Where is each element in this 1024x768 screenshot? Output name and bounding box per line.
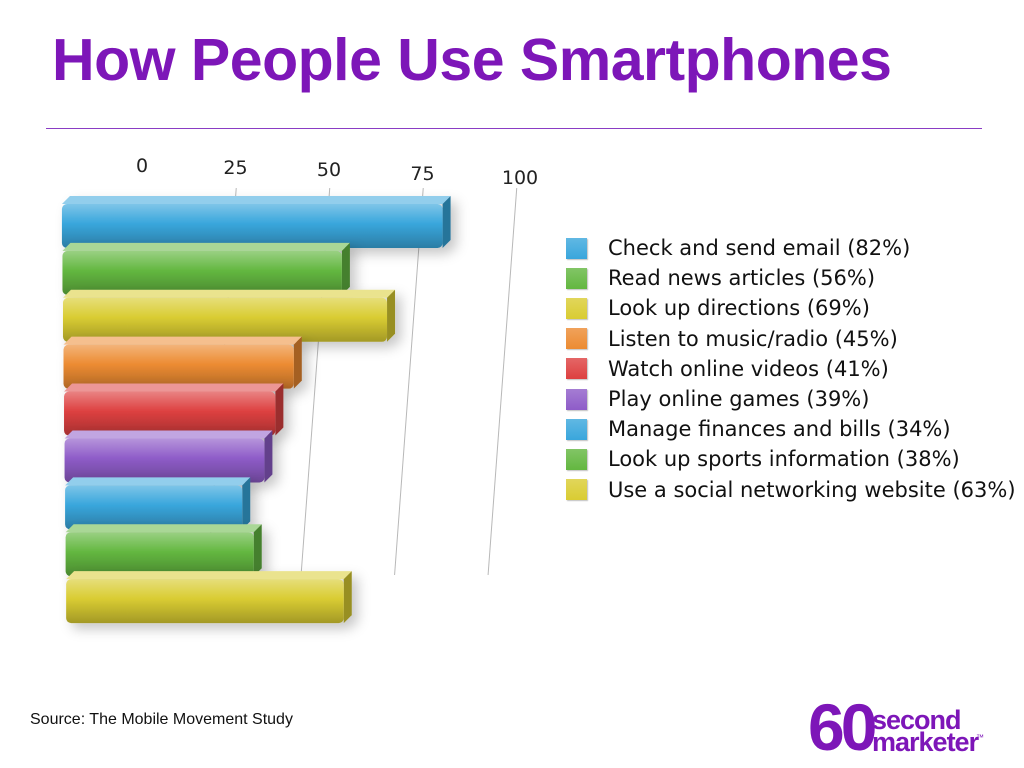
- bars: [61, 196, 451, 624]
- legend-item-play-online-games: Play online games (39%): [566, 384, 1016, 414]
- bar-look-up-directions: [62, 289, 396, 342]
- title-divider: [46, 128, 982, 129]
- bar-front-face: [63, 344, 294, 389]
- bar-top-face: [63, 336, 302, 345]
- brand-logo: 60 second marketer ™: [808, 694, 984, 762]
- legend-label: Check and send email (82%): [608, 236, 911, 261]
- brand-word-second: second: [872, 705, 962, 735]
- bar-top-face: [64, 430, 273, 439]
- legend-label: Watch online videos (41%): [608, 356, 889, 381]
- bar-top-face: [61, 196, 451, 204]
- bar-top-face: [65, 524, 262, 533]
- brand-word-marketer: marketer: [872, 727, 979, 757]
- legend-label: Look up directions (69%): [608, 296, 870, 321]
- bar-front-face: [66, 579, 344, 624]
- bar-front-face: [61, 204, 443, 248]
- legend-item-look-up-sports-information: Look up sports information (38%): [566, 444, 1016, 474]
- legend-item-manage-finances-and-bills: Manage finances and bills (34%): [566, 414, 1016, 444]
- tick-label-0: 0: [136, 155, 148, 177]
- bar-play-online-games: [64, 430, 273, 483]
- legend-swatch: [566, 418, 587, 440]
- bar-end-face: [253, 524, 262, 577]
- legend-label: Play online games (39%): [608, 387, 870, 412]
- bar-end-face: [293, 336, 302, 389]
- legend-swatch: [566, 388, 587, 410]
- brand-trademark: ™: [976, 733, 984, 742]
- bar-end-face: [242, 477, 251, 530]
- bar-end-face: [264, 430, 273, 483]
- legend-item-watch-online-videos: Watch online videos (41%): [566, 354, 1016, 384]
- bar-end-face: [343, 571, 352, 624]
- legend-item-check-and-send-email: Check and send email (82%): [566, 233, 1016, 263]
- tick-label-50: 50: [317, 159, 341, 181]
- bar-top-face: [62, 242, 350, 251]
- bar-top-face: [64, 383, 284, 392]
- legend-item-use-a-social-networking-website: Use a social networking website (63%): [566, 475, 1016, 505]
- bar-front-face: [64, 438, 265, 483]
- bar-use-a-social-networking-website: [66, 571, 352, 624]
- legend-swatch: [566, 237, 587, 259]
- bar-look-up-sports-information: [65, 524, 262, 577]
- bar-front-face: [65, 532, 254, 577]
- bar-top-face: [62, 289, 396, 298]
- bar-read-news-articles: [62, 242, 350, 295]
- gridline-100: [487, 187, 518, 576]
- axis-ticks: 0 25 50 75 100: [136, 155, 538, 189]
- legend-swatch: [566, 448, 587, 470]
- legend-label: Manage finances and bills (34%): [608, 417, 951, 442]
- legend-swatch: [566, 297, 587, 319]
- page-title: How People Use Smartphones: [52, 27, 892, 93]
- legend-swatch: [566, 328, 587, 350]
- bar-front-face: [62, 250, 342, 295]
- tick-label-25: 25: [223, 157, 247, 179]
- bar-end-face: [442, 196, 451, 248]
- tick-label-75: 75: [410, 163, 434, 185]
- legend: Check and send email (82%) Read news arti…: [566, 233, 1016, 505]
- legend-swatch: [566, 267, 587, 289]
- bar-manage-finances-and-bills: [65, 477, 251, 530]
- legend-item-look-up-directions: Look up directions (69%): [566, 293, 1016, 323]
- tick-label-100: 100: [502, 167, 538, 189]
- legend-swatch: [566, 479, 587, 501]
- bar-top-face: [66, 571, 352, 580]
- bar-listen-to-music-radio: [63, 336, 302, 389]
- legend-label: Use a social networking website (63%): [608, 477, 1016, 502]
- legend-label: Listen to music/radio (45%): [608, 326, 898, 351]
- bar-end-face: [275, 383, 284, 436]
- bar-check-and-send-email: [61, 196, 451, 248]
- bar-top-face: [65, 477, 251, 486]
- bar-end-face: [341, 242, 350, 295]
- brand-number: 60: [808, 690, 877, 764]
- legend-item-listen-to-music-radio: Listen to music/radio (45%): [566, 324, 1016, 354]
- legend-item-read-news-articles: Read news articles (56%): [566, 263, 1016, 293]
- bar-watch-online-videos: [64, 383, 284, 436]
- bar-front-face: [65, 485, 243, 530]
- bar-end-face: [387, 289, 396, 342]
- legend-label: Look up sports information (38%): [608, 447, 960, 472]
- bar-front-face: [64, 391, 276, 436]
- gridline-75: [394, 187, 424, 576]
- source-note: Source: The Mobile Movement Study: [30, 711, 293, 728]
- bar-front-face: [62, 297, 388, 342]
- legend-swatch: [566, 358, 587, 380]
- legend-label: Read news articles (56%): [608, 266, 876, 291]
